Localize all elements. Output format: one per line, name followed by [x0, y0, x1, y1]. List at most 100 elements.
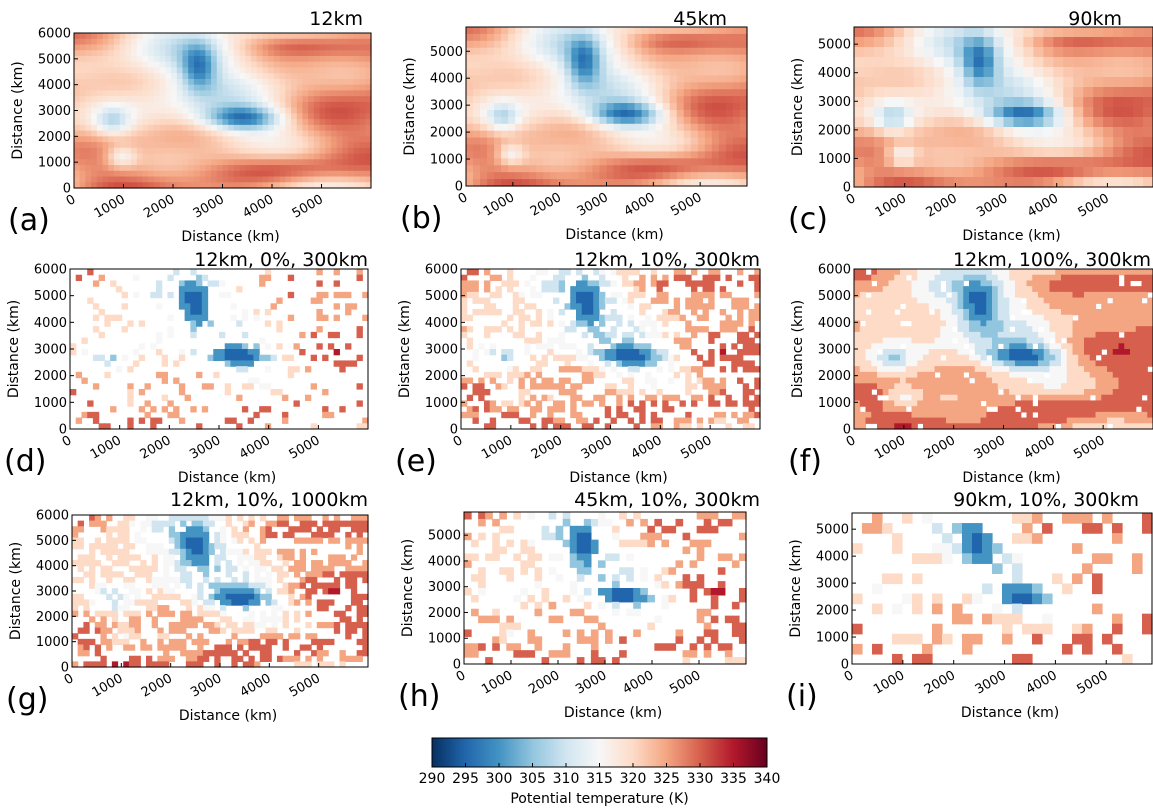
- heatmap-cell: [662, 291, 669, 299]
- heatmap-cell: [1113, 67, 1124, 78]
- heatmap-cell: [859, 291, 867, 299]
- heatmap-cell: [1043, 354, 1051, 362]
- heatmap-cell: [148, 176, 155, 183]
- heatmap-cell: [155, 349, 163, 356]
- heatmap-cell: [461, 331, 468, 339]
- heatmap-cell: [113, 176, 121, 183]
- heatmap-cell: [1038, 274, 1045, 282]
- heatmap-cell: [571, 151, 580, 159]
- heatmap-cell: [1015, 331, 1022, 339]
- heatmap-cell: [894, 286, 901, 293]
- heatmap-cell: [873, 37, 885, 48]
- heatmap-cell: [353, 159, 361, 166]
- heatmap-cell: [1003, 107, 1015, 118]
- heatmap-cell: [91, 113, 98, 120]
- heatmap-cell: [365, 101, 372, 109]
- heatmap-cell: [900, 326, 907, 333]
- heatmap-cell: [592, 33, 601, 42]
- heatmap-cell: [963, 291, 970, 299]
- heatmap-cell: [963, 77, 975, 88]
- heatmap-cell: [108, 90, 115, 97]
- heatmap-cell: [900, 411, 907, 419]
- heatmap-cell: [348, 147, 355, 155]
- heatmap-cell: [136, 61, 144, 69]
- heatmap-cell: [708, 389, 715, 396]
- panel-letter: (e): [395, 444, 437, 479]
- heatmap-cell: [704, 144, 713, 153]
- heatmap-cell: [739, 179, 748, 187]
- heatmap-cell: [571, 75, 580, 83]
- heatmap-cell: [199, 61, 206, 69]
- heatmap-cell: [865, 286, 872, 293]
- heatmap-cell: [627, 354, 635, 362]
- heatmap-cell: [331, 73, 338, 80]
- heatmap-cell: [557, 82, 565, 90]
- heatmap-cell: [522, 47, 530, 56]
- heatmap-cell: [362, 417, 369, 424]
- heatmap-cell: [627, 130, 636, 139]
- heatmap-cell: [1013, 127, 1025, 138]
- heatmap-cell: [182, 90, 189, 97]
- heatmap-cell: [725, 274, 732, 282]
- heatmap-cell: [256, 73, 264, 80]
- heatmap-cell: [1003, 326, 1010, 333]
- heatmap-cell: [1009, 274, 1016, 282]
- heatmap-cell: [1061, 406, 1068, 413]
- heatmap-cell: [940, 343, 947, 350]
- heatmap-cell: [742, 411, 750, 419]
- heatmap-cell: [933, 47, 945, 58]
- heatmap-cell: [296, 67, 304, 74]
- heatmap-cell: [697, 179, 706, 187]
- heatmap-cell: [969, 280, 976, 287]
- heatmap-cell: [484, 371, 491, 379]
- heatmap-cell: [888, 411, 895, 419]
- heatmap-cell: [245, 50, 252, 57]
- heatmap-cell: [685, 417, 692, 424]
- heatmap-cell: [331, 182, 338, 189]
- heatmap-cell: [587, 360, 594, 367]
- heatmap-cell: [96, 61, 104, 69]
- heatmap-cell: [136, 176, 144, 183]
- heatmap-cell: [553, 417, 560, 424]
- heatmap-cell: [308, 50, 315, 57]
- heatmap-cell: [466, 54, 474, 63]
- heatmap-cell: [613, 47, 622, 56]
- heatmap-cell: [319, 176, 326, 183]
- heatmap-cell: [313, 119, 321, 126]
- heatmap-cell: [997, 297, 1005, 304]
- heatmap-cell: [610, 366, 617, 373]
- heatmap-cell: [276, 326, 283, 333]
- heatmap-cell: [182, 170, 189, 178]
- heatmap-cell: [697, 123, 706, 132]
- heatmap-cell: [313, 136, 321, 143]
- heatmap-cell: [325, 170, 332, 178]
- heatmap-cell: [737, 349, 744, 356]
- heatmap-cell: [489, 343, 497, 350]
- heatmap-cell: [494, 54, 502, 63]
- heatmap-cell: [359, 124, 366, 132]
- heatmap-cell: [641, 165, 650, 173]
- heatmap-cell: [308, 113, 315, 120]
- heatmap-cell: [461, 383, 468, 390]
- heatmap-cell: [1055, 371, 1062, 379]
- heatmap-cell: [79, 96, 87, 103]
- heatmap-cell: [153, 96, 161, 103]
- heatmap-cell: [515, 179, 523, 187]
- heatmap-cell: [153, 107, 161, 114]
- heatmap-cell: [262, 73, 269, 80]
- heatmap-cell: [882, 389, 890, 396]
- heatmap-cell: [543, 61, 551, 70]
- heatmap-cell: [679, 400, 686, 407]
- heatmap-cell: [993, 37, 1005, 48]
- heatmap-cell: [127, 366, 134, 373]
- heatmap-cell: [585, 103, 594, 111]
- heatmap-cell: [178, 297, 186, 304]
- heatmap-cell: [865, 337, 872, 344]
- heatmap-cell: [279, 96, 286, 103]
- heatmap-cell: [353, 147, 361, 155]
- heatmap-cell: [599, 337, 606, 344]
- heatmap-cell: [308, 90, 315, 97]
- heatmap-cell: [888, 377, 895, 384]
- heatmap-cell: [245, 90, 252, 97]
